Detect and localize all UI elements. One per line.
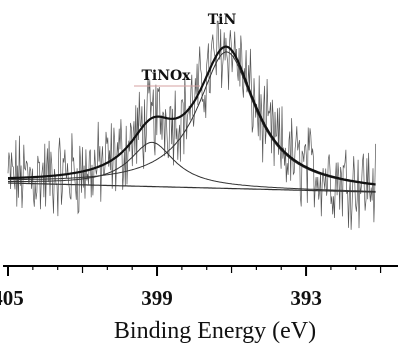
x-tick-label: 399 <box>141 286 173 310</box>
component-curve-tin <box>8 51 376 186</box>
raw-spectrum-line <box>7 20 376 230</box>
x-axis-label: Binding Energy (eV) <box>114 318 316 344</box>
x-tick-labels: 405 399 393 <box>0 286 322 310</box>
x-tick-label: 393 <box>290 286 322 310</box>
envelope-curve <box>8 45 376 186</box>
x-tick-label: 405 <box>0 286 24 310</box>
plot-area <box>7 20 376 230</box>
fit-curves-layer <box>8 45 376 193</box>
component-curve-tinox <box>8 141 376 192</box>
background-line <box>8 182 376 193</box>
raw-data-layer <box>7 20 376 230</box>
peak-label-tin: TiN <box>208 12 237 28</box>
x-ticks <box>7 266 382 276</box>
peak-label-tinox: TiNOx <box>141 68 191 84</box>
peak-annotations: TiN TiNOx <box>134 12 237 87</box>
